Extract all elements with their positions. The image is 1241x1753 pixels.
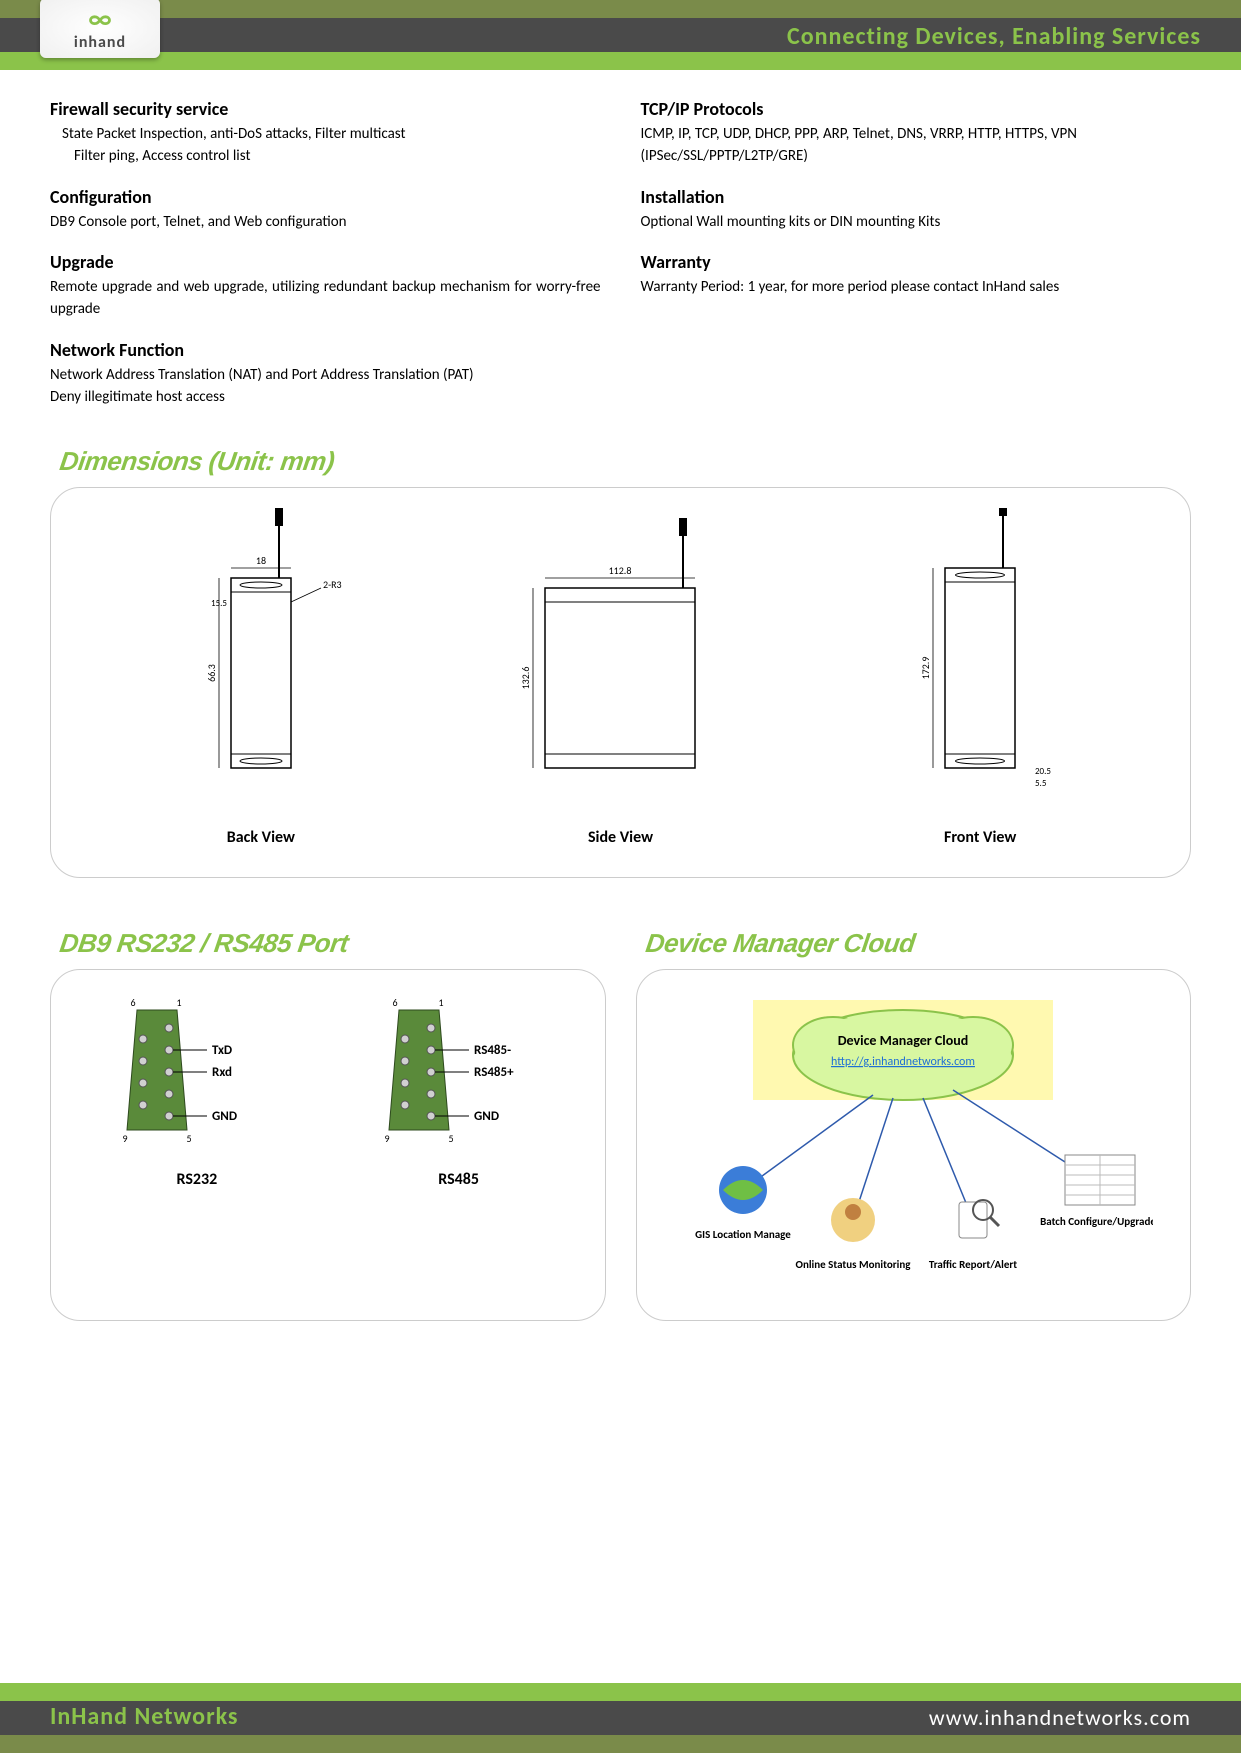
specs-left-column: Firewall security service State Packet In… <box>50 98 601 426</box>
db9-connector-drawing: 6 1 9 5 RS485- RS485+ GND <box>369 990 549 1150</box>
dimensions-heading: Dimensions (Unit: mm) <box>58 446 1241 477</box>
logo-infinity-icon: ∞ <box>88 5 111 33</box>
cloud-spoke <box>743 1095 873 1190</box>
svg-text:5: 5 <box>186 1132 191 1145</box>
spec-block: Network Function Network Address Translat… <box>50 339 601 409</box>
svg-text:RS485-: RS485- <box>474 1043 511 1058</box>
dimension-view: 112.8 132.6 Side View <box>510 508 730 847</box>
person-icon-head <box>845 1204 861 1220</box>
footer-banner: InHand Networks www.inhandnetworks.com <box>0 1683 1241 1753</box>
spec-line: (IPSec/SSL/PPTP/L2TP/GRE) <box>641 146 1192 168</box>
svg-text:Rxd: Rxd <box>212 1065 232 1080</box>
spec-block: Firewall security service State Packet In… <box>50 98 601 168</box>
dimension-caption: Back View <box>151 828 371 847</box>
cloud-panel: Device Manager Cloud http://g.inhandnetw… <box>636 969 1192 1321</box>
svg-text:1: 1 <box>438 996 443 1009</box>
svg-text:6: 6 <box>392 996 397 1009</box>
svg-text:GND: GND <box>474 1109 499 1124</box>
db9-connector: 6 1 9 5 TxD Rxd GND RS232 <box>107 990 287 1189</box>
db9-caption: RS485 <box>369 1170 549 1189</box>
svg-text:5: 5 <box>448 1132 453 1145</box>
spec-title: Network Function <box>50 339 601 361</box>
footer-company: InHand Networks <box>50 1702 239 1731</box>
spec-title: Firewall security service <box>50 98 601 120</box>
dimension-view: 172.9 20.55.5 Front View <box>870 508 1090 847</box>
cloud-node-label: Online Status Monitoring <box>796 1258 912 1271</box>
db9-connector: 6 1 9 5 RS485- RS485+ GND RS485 <box>369 990 549 1189</box>
header-banner: ∞ inhand Connecting Devices, Enabling Se… <box>0 0 1241 70</box>
db9-row: 6 1 9 5 TxD Rxd GND RS232 6 1 9 5 RS485- RS485+ GND RS4… <box>81 990 575 1189</box>
spec-block: Warranty Warranty Period: 1 year, for mor… <box>641 251 1192 299</box>
banner-stripe-olive <box>0 0 1241 18</box>
svg-text:9: 9 <box>122 1132 127 1145</box>
cloud-group: Device Manager Cloud Device Manager Clou… <box>636 908 1192 1321</box>
footer-stripe-olive <box>0 1683 1241 1701</box>
cloud-node-label: Traffic Report/Alert <box>929 1258 1017 1271</box>
cloud-title-text: Device Manager Cloud <box>838 1032 969 1049</box>
svg-text:18: 18 <box>256 554 266 567</box>
svg-text:GND: GND <box>212 1109 237 1124</box>
spec-line: Remote upgrade and web upgrade, utilizin… <box>50 277 601 321</box>
device-drawing: 18 66.3 15.5 2-R3 <box>151 508 371 808</box>
dimension-caption: Side View <box>510 828 730 847</box>
svg-text:15.5: 15.5 <box>211 598 227 609</box>
dimension-view: 18 66.3 15.5 2-R3 Back View <box>151 508 371 847</box>
magnifier-icon-handle <box>990 1217 999 1226</box>
spec-block: Installation Optional Wall mounting kits … <box>641 186 1192 234</box>
svg-text:5.5: 5.5 <box>1035 778 1047 789</box>
brand-tagline: Connecting Devices, Enabling Services <box>787 22 1201 51</box>
cloud-node-label: Batch Configure/Upgrade <box>1040 1215 1153 1228</box>
spec-block: TCP/IP Protocols ICMP, IP, TCP, UDP, DHCP… <box>641 98 1192 168</box>
spec-title: Configuration <box>50 186 601 208</box>
spec-line: State Packet Inspection, anti-DoS attack… <box>50 124 601 146</box>
spec-line: Network Address Translation (NAT) and Po… <box>50 365 601 387</box>
spec-line: Filter ping, Access control list <box>50 146 601 168</box>
spec-title: Installation <box>641 186 1192 208</box>
lower-row: DB9 RS232 / RS485 Port 6 1 9 5 TxD Rxd GND RS23… <box>0 908 1241 1321</box>
cloud-heading: Device Manager Cloud <box>643 928 1193 959</box>
db9-group: DB9 RS232 / RS485 Port 6 1 9 5 TxD Rxd GND RS23… <box>50 908 606 1321</box>
svg-text:9: 9 <box>384 1132 389 1145</box>
db9-caption: RS232 <box>107 1170 287 1189</box>
footer-stripe-green <box>0 1735 1241 1753</box>
svg-text:132.6: 132.6 <box>519 667 532 690</box>
spec-title: TCP/IP Protocols <box>641 98 1192 120</box>
specs-right-column: TCP/IP Protocols ICMP, IP, TCP, UDP, DHCP… <box>641 98 1192 426</box>
svg-text:172.9: 172.9 <box>919 657 932 680</box>
cloud-node-label: GIS Location Manage <box>695 1228 791 1241</box>
dimensions-panel: 18 66.3 15.5 2-R3 Back View 112.8 132.6 Side Vi… <box>50 487 1191 878</box>
db9-heading: DB9 RS232 / RS485 Port <box>58 928 608 959</box>
svg-text:2-R3: 2-R3 <box>323 578 342 591</box>
device-drawing: 172.9 20.55.5 <box>870 508 1090 808</box>
dimension-caption: Front View <box>870 828 1090 847</box>
db9-connector-drawing: 6 1 9 5 TxD Rxd GND <box>107 990 287 1150</box>
svg-text:1: 1 <box>176 996 181 1009</box>
spec-line: Deny illegitimate host access <box>50 387 601 409</box>
spec-block: Configuration DB9 Console port, Telnet, a… <box>50 186 601 234</box>
svg-text:112.8: 112.8 <box>609 564 632 577</box>
specs-columns: Firewall security service State Packet In… <box>0 70 1241 426</box>
db9-panel: 6 1 9 5 TxD Rxd GND RS232 6 1 9 5 RS485- RS485+ GND RS4… <box>50 969 606 1321</box>
spec-title: Warranty <box>641 251 1192 273</box>
spec-line: Optional Wall mounting kits or DIN mount… <box>641 212 1192 234</box>
dimensions-row: 18 66.3 15.5 2-R3 Back View 112.8 132.6 Side Vi… <box>81 508 1160 847</box>
svg-text:66.3: 66.3 <box>205 664 218 682</box>
cloud-link-text[interactable]: http://g.inhandnetworks.com <box>831 1055 975 1069</box>
spec-title: Upgrade <box>50 251 601 273</box>
banner-stripe-green <box>0 52 1241 70</box>
spec-line: ICMP, IP, TCP, UDP, DHCP, PPP, ARP, Teln… <box>641 124 1192 146</box>
spec-line: Warranty Period: 1 year, for more period… <box>641 277 1192 299</box>
brand-logo: ∞ inhand <box>40 0 160 58</box>
device-drawing: 112.8 132.6 <box>510 508 730 808</box>
svg-text:6: 6 <box>130 996 135 1009</box>
footer-website[interactable]: www.inhandnetworks.com <box>929 1704 1191 1731</box>
spec-line: DB9 Console port, Telnet, and Web config… <box>50 212 601 234</box>
svg-text:20.5: 20.5 <box>1035 766 1051 777</box>
logo-text: inhand <box>74 33 126 52</box>
cloud-diagram: Device Manager Cloud http://g.inhandnetw… <box>673 990 1153 1290</box>
svg-text:RS485+: RS485+ <box>474 1065 514 1080</box>
svg-text:TxD: TxD <box>212 1043 232 1058</box>
spec-block: Upgrade Remote upgrade and web upgrade, u… <box>50 251 601 321</box>
